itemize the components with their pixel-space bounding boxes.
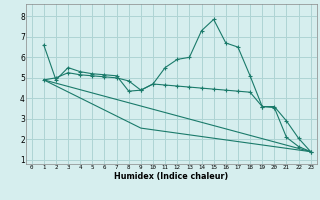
X-axis label: Humidex (Indice chaleur): Humidex (Indice chaleur) — [114, 172, 228, 181]
